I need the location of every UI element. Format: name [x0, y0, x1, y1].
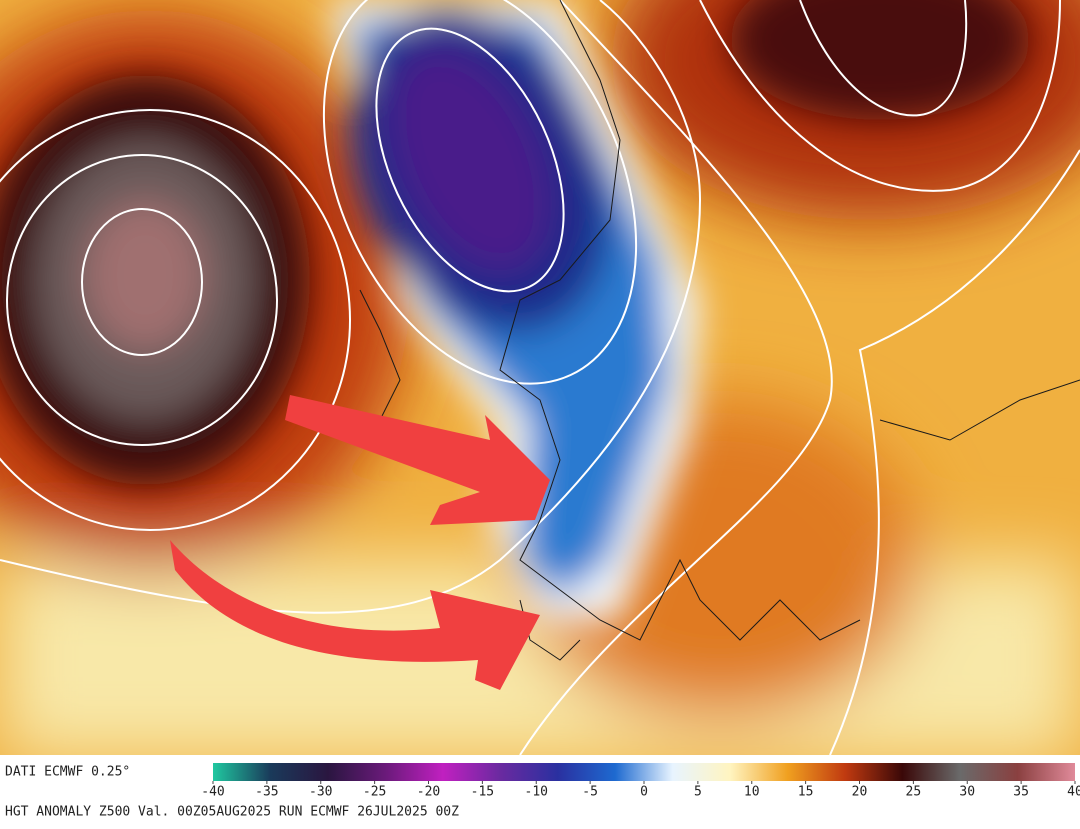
colorbar-tick-label: 25 — [906, 785, 922, 800]
colorbar-tick-label: 0 — [640, 785, 648, 800]
coastlines — [359, 0, 1080, 661]
colorbar-tick-label: 30 — [959, 785, 975, 800]
colorbar-tick-label: 20 — [852, 785, 868, 800]
colorbar — [213, 763, 1075, 781]
map — [0, 0, 1080, 755]
source-label: DATI ECMWF 0.25° — [5, 765, 130, 780]
colorbar-tick-label: -10 — [525, 785, 548, 800]
colorbar-tick-label: -35 — [255, 785, 278, 800]
colorbar-tick-label: -40 — [201, 785, 224, 800]
colorbar-tick-label: -15 — [471, 785, 494, 800]
colorbar-tick-label: -30 — [309, 785, 332, 800]
colorbar-tick-label: 35 — [1013, 785, 1029, 800]
footer-label: HGT ANOMALY Z500 Val. 00Z05AUG2025 RUN E… — [5, 805, 459, 820]
colorbar-tick-label: 15 — [798, 785, 814, 800]
contours — [0, 0, 1080, 755]
annotation-arrows — [170, 395, 550, 690]
colorbar-tick-label: 10 — [744, 785, 760, 800]
colorbar-tick-label: 5 — [694, 785, 702, 800]
colorbar-tick-label: -5 — [582, 785, 598, 800]
colorbar-tick-label: -20 — [417, 785, 440, 800]
colorbar-tick-label: 40 — [1067, 785, 1080, 800]
colorbar-tick-label: -25 — [363, 785, 386, 800]
